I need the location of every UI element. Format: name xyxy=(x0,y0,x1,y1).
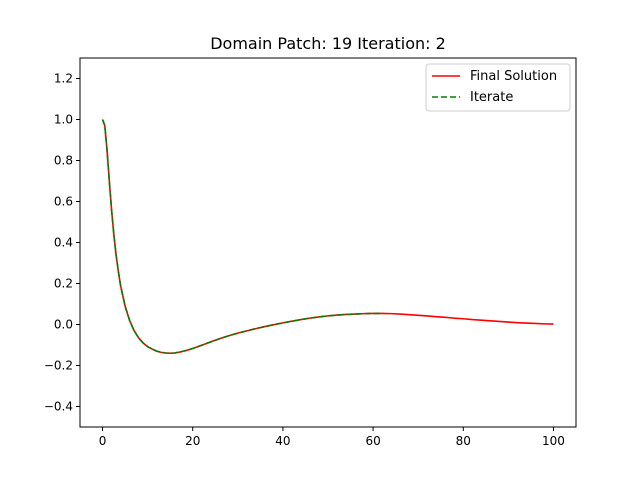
y-tick-label: 0.6 xyxy=(54,195,73,209)
legend: Final Solution Iterate xyxy=(425,63,571,112)
series-line-iterate xyxy=(101,119,383,354)
x-tick-label: 100 xyxy=(542,434,565,448)
x-tick-label: 40 xyxy=(275,434,290,448)
y-tick-label: 1.2 xyxy=(54,72,73,86)
y-tick-label: −0.4 xyxy=(44,400,73,414)
y-tick-label: −0.2 xyxy=(44,359,73,373)
y-axis: −0.4 −0.2 0.0 0.2 0.4 0.6 0.8 1.0 1.2 xyxy=(44,72,80,414)
y-tick-label: 0.2 xyxy=(54,277,73,291)
x-tick-label: 20 xyxy=(185,434,200,448)
y-tick-label: 0.8 xyxy=(54,154,73,168)
x-axis: 0 20 40 60 80 100 xyxy=(99,427,565,448)
plot-area xyxy=(101,119,554,354)
x-tick-label: 80 xyxy=(456,434,471,448)
y-tick-label: 1.0 xyxy=(54,113,73,127)
legend-label: Iterate xyxy=(470,90,513,105)
axes-frame xyxy=(79,57,577,428)
legend-label: Final Solution xyxy=(470,69,557,84)
x-tick-label: 0 xyxy=(99,434,107,448)
y-tick-label: 0.0 xyxy=(54,318,73,332)
y-tick-label: 0.4 xyxy=(54,236,73,250)
legend-box xyxy=(425,63,571,112)
x-tick-label: 60 xyxy=(365,434,380,448)
chart-title: Domain Patch: 19 Iteration: 2 xyxy=(210,34,446,53)
